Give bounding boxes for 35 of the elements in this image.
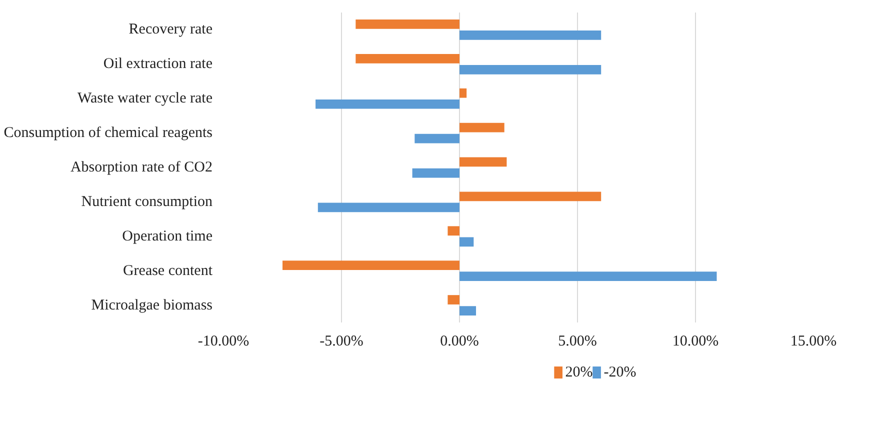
bar [318,202,460,212]
x-tick-label: -10.00% [198,334,250,350]
bar [460,237,474,247]
y-tick-label: Absorption rate of CO2 [70,160,212,176]
bar [316,99,460,109]
bar [282,260,460,270]
legend-label: 20% [565,364,593,380]
x-tick-label: 10.00% [672,334,719,350]
y-tick-label: Microalgae biomass [91,297,213,314]
x-tick-label: -5.00% [320,334,364,350]
bar [460,272,717,282]
y-tick-label: Operation time [122,228,213,244]
legend-label: -20% [604,364,636,380]
y-tick-label: Waste water cycle rate [78,90,213,107]
x-tick-label: 15.00% [790,334,837,350]
bar [412,168,460,178]
bar [460,30,602,40]
y-tick-label: Oil extraction rate [103,56,213,72]
bar [356,54,460,64]
x-tick-label: 0.00% [440,334,479,350]
y-tick-label: Consumption of chemical reagents [4,125,213,142]
bar [448,295,460,304]
bar [460,122,504,132]
bar [448,226,460,236]
bar [460,88,467,98]
y-tick-label: Recovery rate [128,22,213,38]
bar [460,192,602,202]
y-tick-label: Grease content [122,262,214,279]
x-tick-label: 5.00% [558,334,597,350]
bar [460,64,602,74]
bar [414,134,460,144]
bar [356,20,460,29]
bar [460,157,507,167]
y-tick-label: Nutrient consumption [81,194,213,210]
bar [460,306,476,316]
